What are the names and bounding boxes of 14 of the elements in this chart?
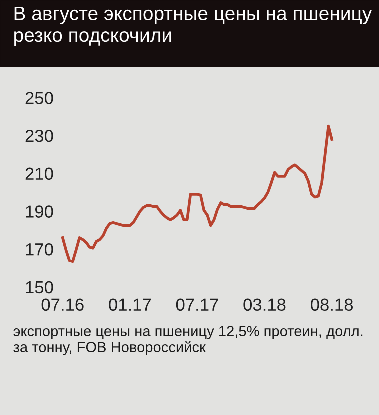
y-tick-label: 210 <box>26 168 54 180</box>
y-tick-label: 150 <box>26 281 54 294</box>
text: экспортные цены на пшеницу 12,5% протеин, долл. за тонну, FOB Новороссийск <box>14 326 363 356</box>
line-series <box>61 124 334 264</box>
chart-title: В августе экспортные цены на пшеницу резко подскочили <box>14 6 372 46</box>
y-tick-label: 230 <box>26 130 54 142</box>
x-tick-label: 03.18 <box>244 298 286 312</box>
x-tick-label: 07.16 <box>42 298 84 312</box>
y-tick-label: 190 <box>26 206 54 218</box>
x-tick-label: 08.18 <box>311 298 354 312</box>
y-tick-label: 170 <box>26 244 54 256</box>
x-tick-label: 01.17 <box>109 298 152 312</box>
x-tick-label: 07.17 <box>176 298 218 312</box>
y-tick-label: 250 <box>26 92 54 104</box>
